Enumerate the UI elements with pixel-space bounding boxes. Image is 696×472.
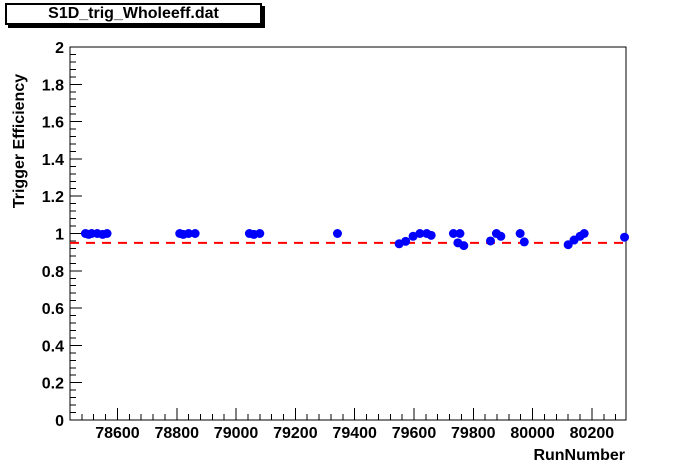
data-point [579,229,589,238]
data-point [190,229,200,238]
data-point [415,229,425,238]
x-tick-label: 79200 [273,425,318,442]
x-tick-label: 78800 [155,425,200,442]
x-tick-label: 79600 [392,425,437,442]
x-tick-label: 80000 [510,425,555,442]
y-axis-title: Trigger Efficiency [11,73,28,209]
data-point [485,236,495,246]
data-point [184,229,194,238]
data-point [519,237,529,247]
data-point [515,229,525,238]
y-tick-label: 1.6 [42,115,64,132]
data-point [620,232,630,242]
data-point [455,229,465,238]
x-tick-label: 79800 [451,425,496,442]
data-point [496,231,506,241]
data-point [332,229,342,238]
y-tick-label: 1.4 [42,152,64,169]
y-tick-label: 1.8 [42,77,64,94]
x-tick-label: 79000 [214,425,259,442]
data-point [102,229,112,238]
y-tick-label: 0.8 [42,264,64,281]
plot-title: S1D_trig_Wholeeff.dat [48,5,219,22]
y-tick-label: 0.6 [42,301,64,318]
x-axis-title: RunNumber [533,447,625,464]
data-point [426,230,436,240]
y-tick-label: 0.2 [42,376,64,393]
data-point [408,231,418,241]
x-tick-label: 78600 [95,425,140,442]
data-point [401,236,411,246]
data-point [255,229,265,238]
x-tick-label: 80200 [570,425,615,442]
y-tick-label: 2 [55,40,64,57]
y-tick-label: 1.2 [42,189,64,206]
plot-title-box: S1D_trig_Wholeeff.dat [5,3,262,25]
y-tick-label: 0.4 [42,338,64,355]
data-point [459,241,469,251]
y-tick-label: 0 [55,413,64,430]
plot-frame [69,46,627,421]
x-tick-label: 79400 [332,425,377,442]
y-tick-label: 1 [55,227,64,244]
data-point [448,229,458,238]
